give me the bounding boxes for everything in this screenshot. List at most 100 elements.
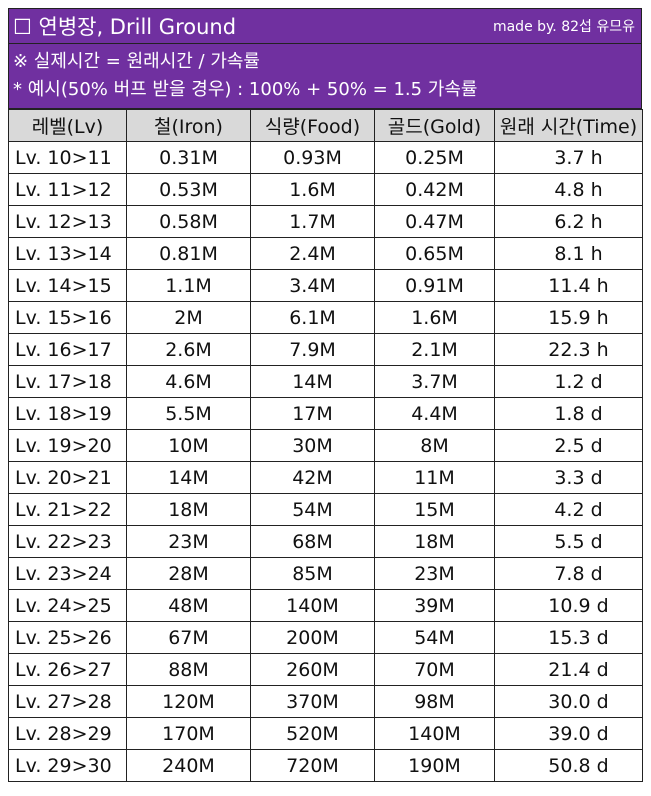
time-cell: 15.9 h: [494, 301, 643, 334]
food-cell: 720M: [250, 749, 375, 782]
time-cell: 1.8 d: [494, 397, 643, 430]
time-cell: 21.4 d: [494, 653, 643, 686]
time-cell: 11.4 h: [494, 269, 643, 302]
time-cell: 22.3 h: [494, 333, 643, 366]
iron-cell: 0.58M: [126, 205, 251, 238]
table-row: Lv. 29>30 240M 720M 190M 50.8 d: [8, 749, 643, 782]
gold-cell: 1.6M: [374, 301, 495, 334]
table-row: Lv. 22>23 23M 68M 18M 5.5 d: [8, 525, 643, 558]
time-cell: 50.8 d: [494, 749, 643, 782]
level-cell: Lv. 15>16: [8, 301, 127, 334]
iron-cell: 18M: [126, 493, 251, 526]
food-cell: 370M: [250, 685, 375, 718]
level-cell: Lv. 11>12: [8, 173, 127, 206]
table-row: Lv. 27>28 120M 370M 98M 30.0 d: [8, 685, 643, 718]
level-cell: Lv. 20>21: [8, 461, 127, 494]
iron-cell: 5.5M: [126, 397, 251, 430]
time-cell: 15.3 d: [494, 621, 643, 654]
notes-box: ※ 실제시간 = 원래시간 / 가속률 * 예시(50% 버프 받을 경우) :…: [8, 44, 642, 109]
table-row: Lv. 28>29 170M 520M 140M 39.0 d: [8, 717, 643, 750]
level-cell: Lv. 14>15: [8, 269, 127, 302]
level-cell: Lv. 28>29: [8, 717, 127, 750]
table-row: Lv. 25>26 67M 200M 54M 15.3 d: [8, 621, 643, 654]
gold-cell: 54M: [374, 621, 495, 654]
iron-cell: 48M: [126, 589, 251, 622]
note-formula: ※ 실제시간 = 원래시간 / 가속률: [13, 51, 260, 72]
food-cell: 520M: [250, 717, 375, 750]
food-cell: 260M: [250, 653, 375, 686]
time-cell: 3.3 d: [494, 461, 643, 494]
time-cell: 3.7 h: [494, 141, 643, 174]
level-cell: Lv. 16>17: [8, 333, 127, 366]
iron-cell: 1.1M: [126, 269, 251, 302]
table-row: Lv. 16>17 2.6M 7.9M 2.1M 22.3 h: [8, 333, 643, 366]
table-row: Lv. 10>11 0.31M 0.93M 0.25M 3.7 h: [8, 141, 643, 174]
iron-cell: 4.6M: [126, 365, 251, 398]
level-cell: Lv. 26>27: [8, 653, 127, 686]
level-cell: Lv. 13>14: [8, 237, 127, 270]
gold-cell: 4.4M: [374, 397, 495, 430]
iron-cell: 0.53M: [126, 173, 251, 206]
iron-cell: 10M: [126, 429, 251, 462]
food-cell: 2.4M: [250, 237, 375, 270]
table-row: Lv. 20>21 14M 42M 11M 3.3 d: [8, 461, 643, 494]
food-cell: 30M: [250, 429, 375, 462]
header-row: 레벨(Lv) 철(Iron) 식량(Food) 골드(Gold) 원래 시간(Time): [8, 109, 643, 142]
table-row: Lv. 11>12 0.53M 1.6M 0.42M 4.8 h: [8, 173, 643, 206]
food-cell: 7.9M: [250, 333, 375, 366]
iron-cell: 0.31M: [126, 141, 251, 174]
gold-cell: 0.42M: [374, 173, 495, 206]
food-cell: 42M: [250, 461, 375, 494]
time-cell: 7.8 d: [494, 557, 643, 590]
food-cell: 200M: [250, 621, 375, 654]
time-cell: 30.0 d: [494, 685, 643, 718]
table-row: Lv. 21>22 18M 54M 15M 4.2 d: [8, 493, 643, 526]
iron-cell: 2.6M: [126, 333, 251, 366]
sheet-title: ☐ 연병장, Drill Ground: [13, 15, 237, 39]
col-level-header: 레벨(Lv): [8, 109, 127, 142]
col-iron-header: 철(Iron): [126, 109, 251, 142]
table-row: Lv. 26>27 88M 260M 70M 21.4 d: [8, 653, 643, 686]
level-cell: Lv. 25>26: [8, 621, 127, 654]
level-cell: Lv. 18>19: [8, 397, 127, 430]
level-cell: Lv. 23>24: [8, 557, 127, 590]
table-row: Lv. 24>25 48M 140M 39M 10.9 d: [8, 589, 643, 622]
time-cell: 5.5 d: [494, 525, 643, 558]
level-cell: Lv. 17>18: [8, 365, 127, 398]
gold-cell: 18M: [374, 525, 495, 558]
col-time-header: 원래 시간(Time): [494, 109, 643, 142]
time-cell: 6.2 h: [494, 205, 643, 238]
level-cell: Lv. 12>13: [8, 205, 127, 238]
time-cell: 4.8 h: [494, 173, 643, 206]
level-cell: Lv. 21>22: [8, 493, 127, 526]
time-cell: 4.2 d: [494, 493, 643, 526]
gold-cell: 39M: [374, 589, 495, 622]
level-cell: Lv. 29>30: [8, 749, 127, 782]
table-body: Lv. 10>11 0.31M 0.93M 0.25M 3.7 h Lv. 11>12 0.…: [8, 141, 643, 782]
gold-cell: 2.1M: [374, 333, 495, 366]
food-cell: 85M: [250, 557, 375, 590]
food-cell: 68M: [250, 525, 375, 558]
gold-cell: 3.7M: [374, 365, 495, 398]
col-gold-header: 골드(Gold): [374, 109, 495, 142]
time-cell: 1.2 d: [494, 365, 643, 398]
iron-cell: 0.81M: [126, 237, 251, 270]
upgrade-table: 레벨(Lv) 철(Iron) 식량(Food) 골드(Gold) 원래 시간(Time)…: [8, 109, 643, 782]
food-cell: 6.1M: [250, 301, 375, 334]
level-cell: Lv. 22>23: [8, 525, 127, 558]
food-cell: 1.6M: [250, 173, 375, 206]
note-example: * 예시(50% 버프 받을 경우) : 100% + 50% = 1.5 가속…: [13, 79, 478, 100]
food-cell: 14M: [250, 365, 375, 398]
time-cell: 10.9 d: [494, 589, 643, 622]
gold-cell: 11M: [374, 461, 495, 494]
table-row: Lv. 18>19 5.5M 17M 4.4M 1.8 d: [8, 397, 643, 430]
table-row: Lv. 23>24 28M 85M 23M 7.8 d: [8, 557, 643, 590]
iron-cell: 240M: [126, 749, 251, 782]
time-cell: 2.5 d: [494, 429, 643, 462]
gold-cell: 0.91M: [374, 269, 495, 302]
table-row: Lv. 15>16 2M 6.1M 1.6M 15.9 h: [8, 301, 643, 334]
level-cell: Lv. 24>25: [8, 589, 127, 622]
gold-cell: 0.47M: [374, 205, 495, 238]
gold-cell: 0.65M: [374, 237, 495, 270]
iron-cell: 28M: [126, 557, 251, 590]
